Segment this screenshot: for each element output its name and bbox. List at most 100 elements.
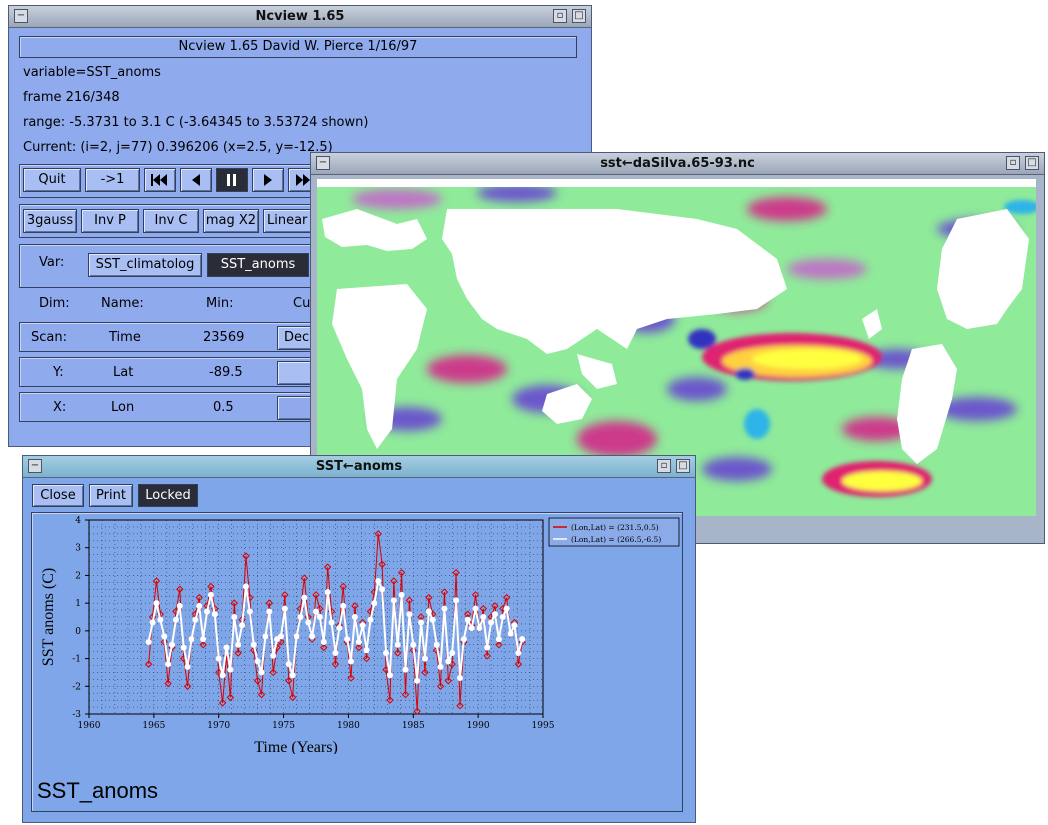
fast-backward-icon [151,174,167,186]
data-point [406,611,413,618]
x-dim-button[interactable] [277,396,315,420]
data-point [161,633,168,640]
x-tick-label: 1970 [207,721,230,731]
plot-window: − SST←anoms ▫ □ Close Print Locked 1960 1… [22,455,696,823]
data-point [453,597,460,604]
data-point [313,608,319,615]
data-point [476,625,483,632]
window-menu-icon[interactable]: − [14,9,28,23]
fast-forward-icon [296,174,310,186]
data-point [180,644,187,651]
y-tick-label: -2 [72,682,81,692]
dim-row-name: Lon [111,400,135,415]
dim-row-min: -89.5 [209,365,243,380]
quit-button[interactable]: Quit [23,168,81,192]
data-point [347,674,355,682]
data-point [499,614,506,620]
data-point [401,690,410,699]
option-magnify[interactable]: mag X2 [203,209,259,233]
fast-forward-button[interactable] [288,168,312,192]
option-invert-physical[interactable]: Inv P [81,209,139,233]
data-point [242,583,249,590]
window-menu-icon[interactable]: − [316,156,330,170]
data-point [390,597,397,604]
data-point [157,616,164,623]
fast-backward-button[interactable] [144,168,176,192]
var-sst-climatology[interactable]: SST_climatolog [88,253,202,277]
data-point [269,668,277,677]
var-sst-anoms[interactable]: SST_anoms [207,253,309,277]
minimize-icon[interactable]: ▫ [1006,156,1020,170]
data-point [235,641,242,648]
var-label: Var: [39,255,65,270]
main-window-title: Ncview 1.65 [255,9,345,24]
step-forward-icon [264,174,272,186]
print-button[interactable]: Print [89,484,133,507]
data-point [285,677,293,685]
option-transform[interactable]: Linear [263,209,319,233]
data-point [375,577,382,584]
option-invert-colormap[interactable]: Inv C [143,209,199,233]
pause-button[interactable] [216,168,248,192]
data-point [429,616,436,623]
locked-button[interactable]: Locked [138,484,198,507]
data-point [199,641,207,649]
data-point [289,672,296,679]
data-point [378,560,386,569]
plot-footer-label: SST_anoms [37,778,159,803]
data-point [234,649,242,657]
window-menu-icon[interactable]: − [28,459,42,473]
data-point [471,591,480,599]
data-point [374,530,382,538]
data-point [176,602,183,609]
step-backward-button[interactable] [180,168,212,192]
map-titlebar[interactable]: − sst←daSilva.65-93.nc ▫ □ [311,153,1044,175]
legend-label: (Lon,Lat) = (266.5,-6.5) [571,535,661,544]
jump-first-button[interactable]: ->1 [85,168,140,192]
maximize-icon[interactable]: □ [676,459,690,473]
maximize-icon[interactable]: □ [572,9,586,23]
data-point [184,663,191,670]
data-point [339,582,347,591]
data-point [207,591,214,598]
data-point [444,677,453,685]
data-point [371,600,378,607]
data-point [405,596,414,605]
minimize-icon[interactable]: ▫ [657,459,671,473]
minimize-icon[interactable]: ▫ [553,9,567,23]
data-point [297,614,304,620]
plot-titlebar[interactable]: − SST←anoms ▫ □ [23,456,695,478]
maximize-icon[interactable]: □ [1025,156,1039,170]
data-point [332,650,339,657]
close-button[interactable]: Close [32,484,84,507]
series-line [148,533,523,712]
step-forward-button[interactable] [252,168,284,192]
data-point [196,602,203,609]
data-point [492,611,499,618]
data-point [328,619,335,626]
data-point [440,588,449,596]
main-titlebar[interactable]: − Ncview 1.65 ▫ □ [9,6,591,28]
data-point [200,636,207,643]
y-tick-label: -1 [72,655,81,665]
x-tick-label: 1980 [337,721,360,731]
data-point [164,679,172,688]
dim-row-label: Scan: [31,330,67,345]
data-point [472,605,479,612]
data-point [468,625,475,632]
x-tick-label: 1965 [142,721,165,731]
data-point [511,622,518,629]
data-point [394,641,401,648]
data-point [363,647,370,654]
data-point [331,660,340,668]
y-tick-label: 1 [75,599,81,609]
data-point [464,616,471,623]
data-point [418,619,425,626]
data-point [288,693,297,702]
data-point [398,591,405,598]
data-point [425,593,433,602]
data-point [258,669,265,676]
option-3gauss[interactable]: 3gauss [23,209,77,233]
time-series-chart[interactable]: 1960 1965 1970 1975 1980 1985 1990 1995 4 3 2 1 0 -1 -… [33,514,681,754]
data-point [348,658,355,665]
